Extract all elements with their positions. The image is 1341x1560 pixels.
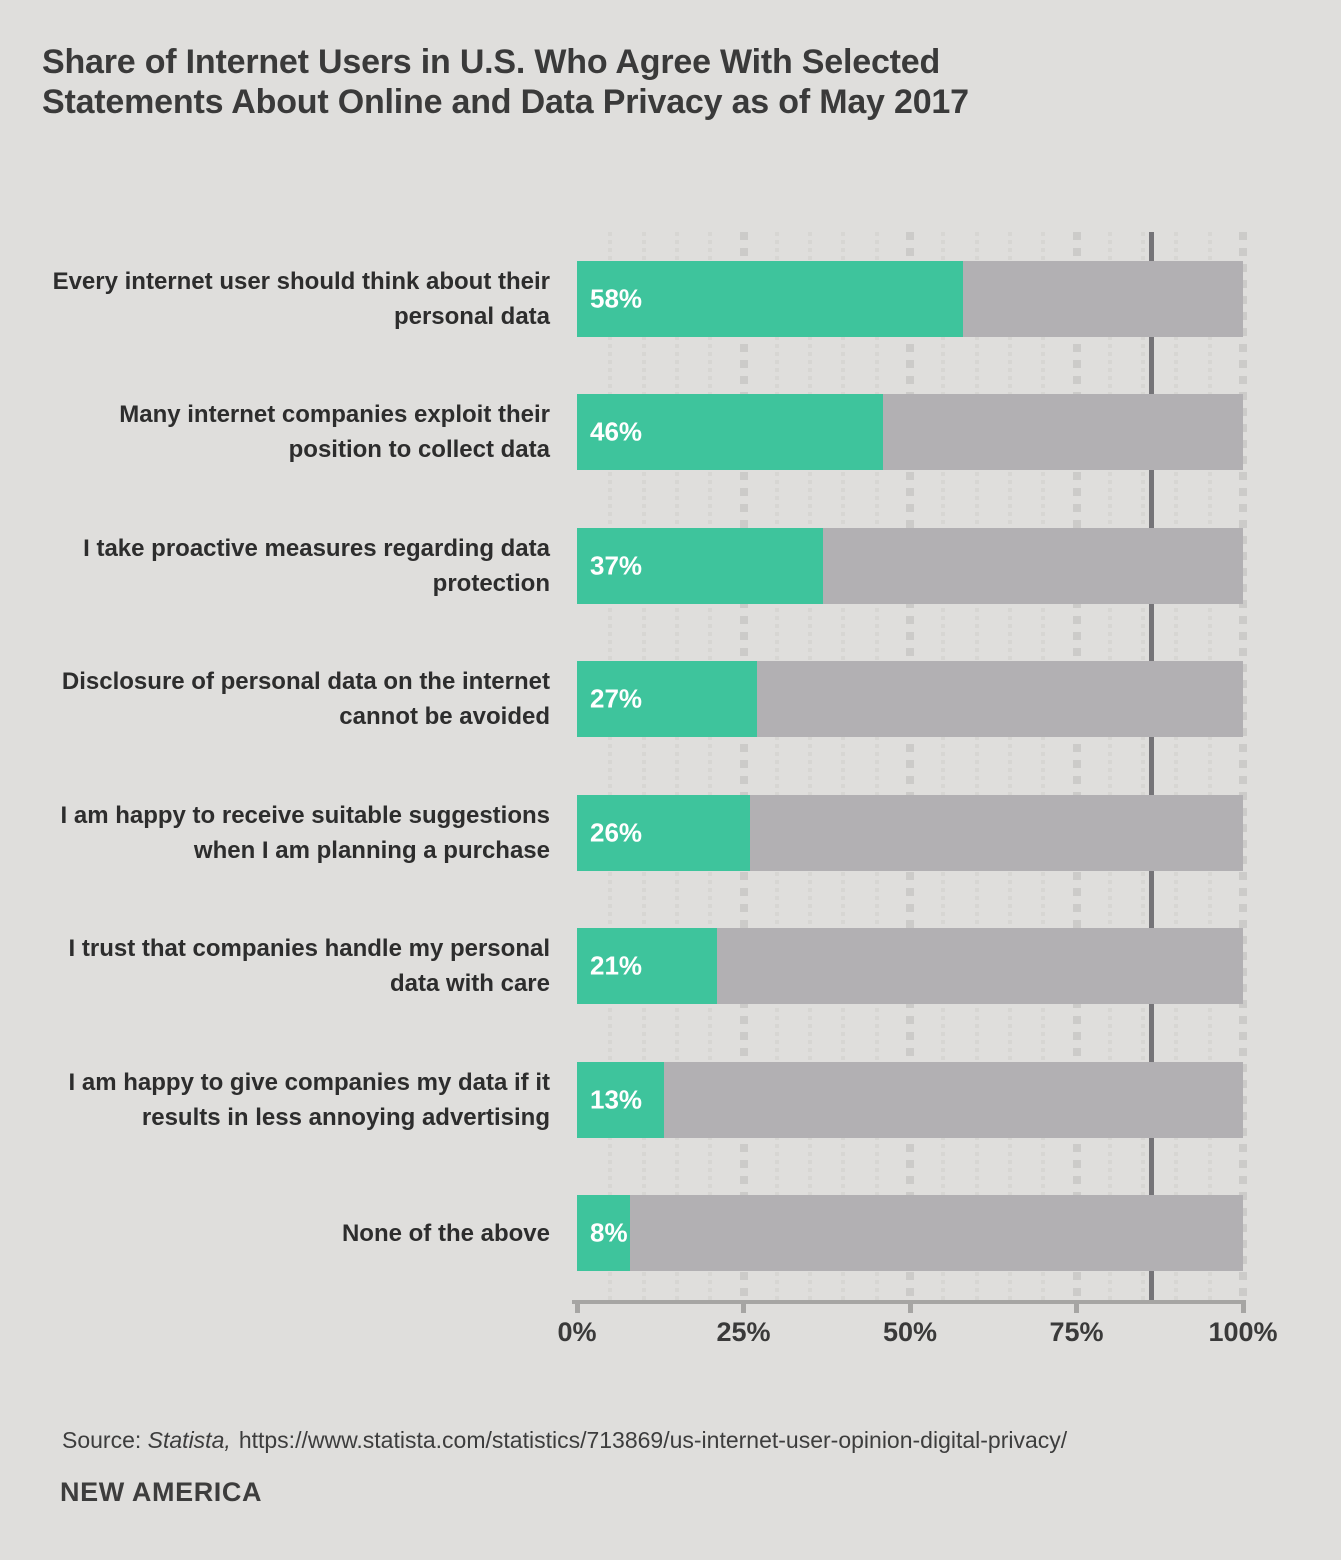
bar-track: 58% [577, 260, 1243, 337]
bar-track: 26% [577, 794, 1243, 871]
bar-fill: 37% [577, 527, 824, 604]
bar-track: 27% [577, 661, 1243, 738]
chart-row: I am happy to give companies my data if … [0, 1033, 1243, 1167]
chart-row: Every internet user should think about t… [0, 232, 1243, 366]
major-gridline [739, 232, 748, 1300]
x-axis-line [572, 1300, 1246, 1304]
bar-value-label: 46% [590, 416, 643, 447]
chart-row: Disclosure of personal data on the inter… [0, 633, 1243, 767]
bar-value-label: 58% [590, 283, 643, 314]
minor-gridline [841, 232, 846, 1300]
x-axis-tick [1240, 1304, 1246, 1313]
minor-gridline [1141, 232, 1146, 1300]
category-label: Many internet companies exploit their po… [119, 401, 550, 464]
minor-gridline [874, 232, 879, 1300]
x-tick-label: 75% [1049, 1317, 1104, 1347]
minor-gridline [1107, 232, 1112, 1300]
bar-fill: 21% [577, 928, 717, 1005]
bar-value-label: 21% [590, 950, 643, 981]
bar-track: 8% [577, 1195, 1243, 1272]
chart-row: I take proactive measures regarding data… [0, 499, 1243, 633]
category-label: I am happy to receive suitable suggestio… [60, 801, 550, 864]
source-prefix: Source: [62, 1427, 148, 1453]
category-label: None of the above [341, 1219, 550, 1247]
minor-gridline [1007, 232, 1012, 1300]
category-label: I am happy to give companies my data if … [68, 1068, 550, 1131]
minor-gridline [608, 232, 613, 1300]
bar-rows: Every internet user should think about t… [0, 232, 1243, 1300]
x-axis-tick [907, 1304, 913, 1313]
minor-gridline [674, 232, 679, 1300]
x-axis-tick [741, 1304, 746, 1313]
category-label: I trust that companies handle my persona… [68, 935, 550, 998]
x-axis-tick [1074, 1304, 1079, 1313]
chart-row: I trust that companies handle my persona… [0, 900, 1243, 1034]
bar-fill: 13% [577, 1061, 664, 1138]
x-tick-label: 25% [716, 1317, 771, 1347]
minor-gridline [708, 232, 713, 1300]
bar-value-label: 27% [590, 683, 643, 714]
x-tick-label: 0% [557, 1317, 597, 1347]
minor-gridline [941, 232, 946, 1300]
bar-fill: 46% [577, 394, 884, 471]
y-axis-line [1149, 232, 1154, 1304]
source-name: Statista, [147, 1427, 231, 1453]
minor-gridline [774, 232, 779, 1300]
minor-gridline [974, 232, 979, 1300]
category-label: Disclosure of personal data on the inter… [61, 668, 550, 731]
chart-title: Share of Internet Users in U.S. Who Agre… [42, 43, 969, 121]
minor-gridline [1041, 232, 1046, 1300]
minor-gridline [808, 232, 813, 1300]
source-line: Source: Statista, https://www.statista.co… [62, 1427, 1067, 1454]
bar-track: 37% [577, 527, 1243, 604]
plot-area [577, 232, 1247, 1304]
bar-value-label: 37% [590, 550, 643, 581]
source-url: https://www.statista.com/statistics/7138… [238, 1427, 1068, 1453]
category-label: I take proactive measures regarding data… [83, 534, 550, 597]
chart-row: Many internet companies exploit their po… [0, 366, 1243, 500]
bar-value-label: 13% [590, 1084, 643, 1115]
minor-gridline [1174, 232, 1179, 1300]
bar-value-label: 8% [590, 1217, 628, 1248]
chart-row: I am happy to receive suitable suggestio… [0, 766, 1243, 900]
x-axis-tick [574, 1304, 580, 1313]
chart-row: None of the above 8% [0, 1167, 1243, 1301]
minor-gridline [641, 232, 646, 1300]
bar-fill: 8% [577, 1195, 631, 1272]
x-tick-label: 50% [882, 1317, 938, 1347]
bar-fill: 27% [577, 661, 757, 738]
major-gridline [1239, 232, 1247, 1300]
bar-track: 46% [577, 394, 1243, 471]
bar-chart: Every internet user should think about t… [0, 232, 1341, 1362]
category-label: Every internet user should think about t… [52, 267, 550, 330]
major-gridline [906, 232, 914, 1300]
bar-fill: 26% [577, 794, 751, 871]
minor-gridline [1207, 232, 1212, 1300]
brand-logo: NEW AMERICA [60, 1477, 263, 1507]
bar-value-label: 26% [590, 817, 643, 848]
bar-track: 13% [577, 1061, 1243, 1138]
bar-track: 21% [577, 928, 1243, 1005]
bar-fill: 58% [577, 260, 964, 337]
major-gridline [1072, 232, 1081, 1300]
x-tick-label: 100% [1208, 1317, 1278, 1347]
